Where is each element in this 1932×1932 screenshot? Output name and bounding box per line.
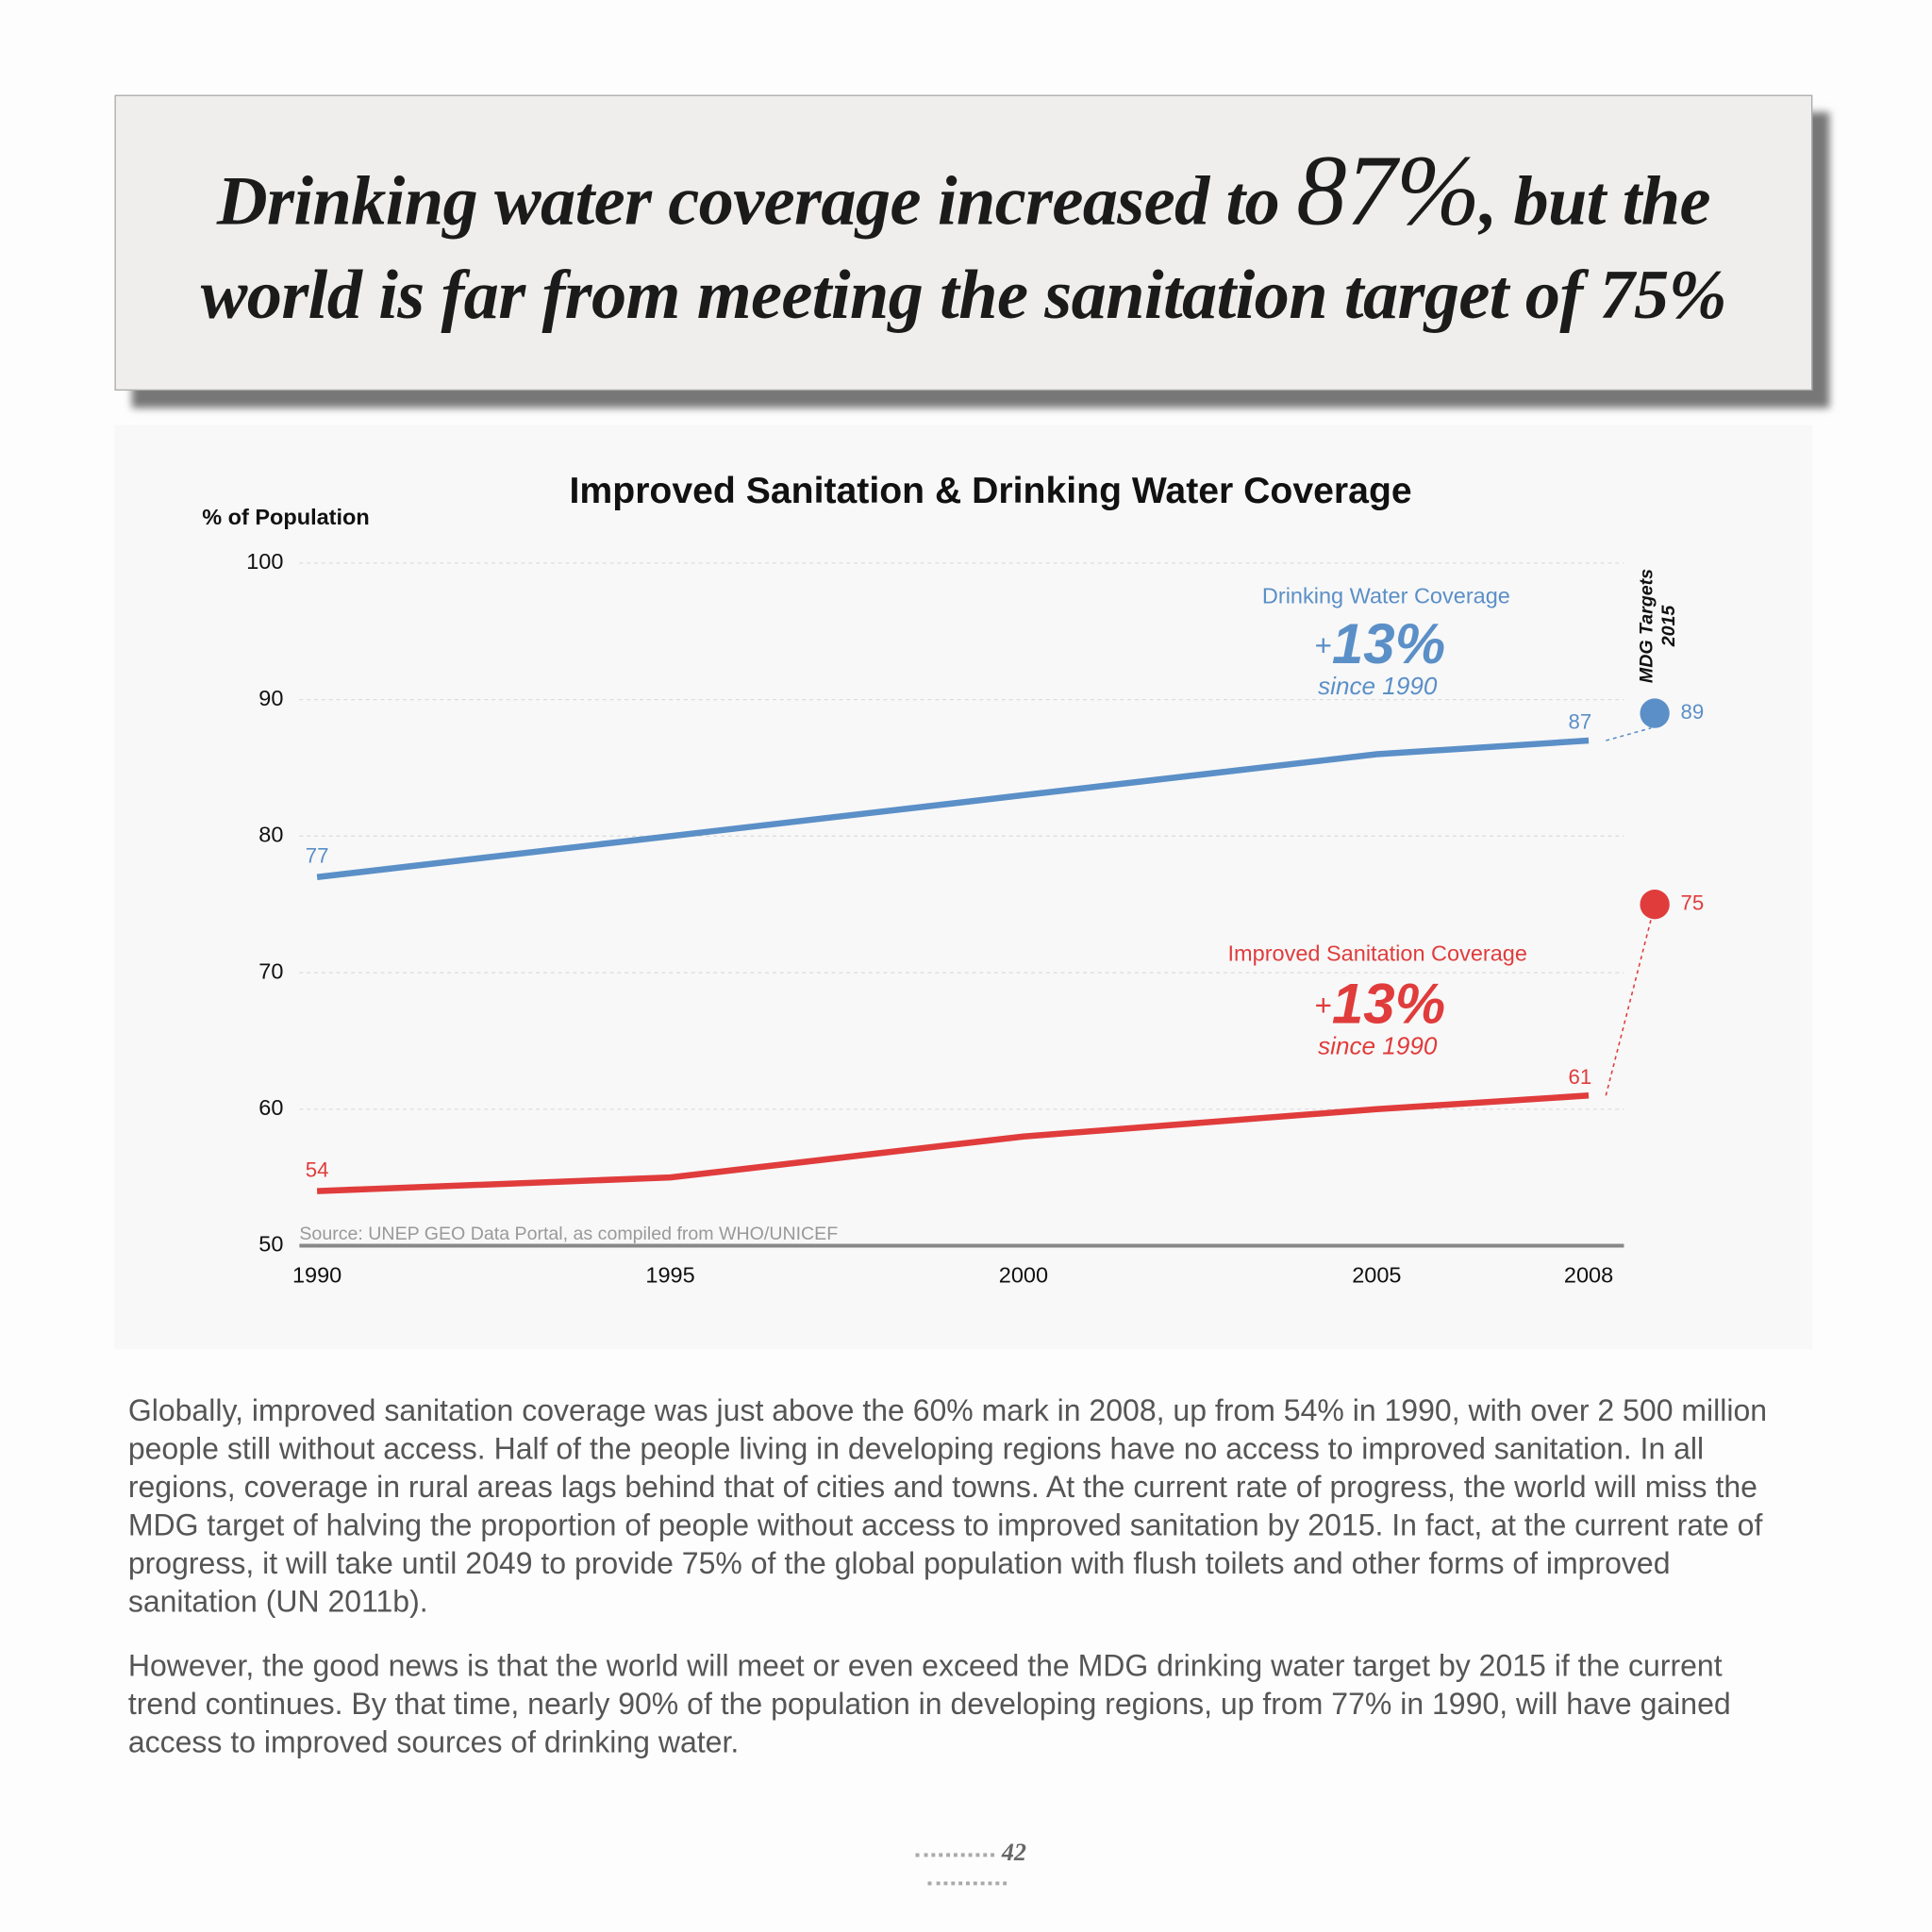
headline-box: Drinking water coverage increased to 87%… [114, 94, 1813, 391]
page-number: 42 [862, 1840, 1072, 1896]
target-label: 75 [1681, 891, 1705, 915]
target-connector [1605, 919, 1652, 1096]
data-label: 54 [306, 1158, 329, 1182]
data-line [316, 737, 1590, 880]
headline: Drinking water coverage increased to 87%… [188, 140, 1740, 341]
annotation-change: +13% [1315, 612, 1446, 675]
annotation-sign: + [1315, 629, 1332, 662]
target-marker [1640, 698, 1670, 728]
chart-title: Improved Sanitation & Drinking Water Cov… [570, 471, 1412, 511]
x-tick-label: 1990 [292, 1262, 341, 1287]
target-label: 89 [1681, 700, 1705, 724]
x-tick-label: 1995 [645, 1262, 694, 1287]
annotation-since: since 1990 [1318, 672, 1438, 700]
y-tick-label: 50 [258, 1232, 283, 1257]
y-tick-label: 90 [258, 686, 283, 710]
y-tick-label: 70 [258, 958, 283, 983]
data-label: 61 [1569, 1065, 1592, 1089]
headline-text: Drinking water coverage increased to [216, 161, 1280, 241]
page-number-text: 42 [1001, 1840, 1026, 1867]
annotation-sign: + [1315, 990, 1332, 1023]
targets-label-line: 2015 [1658, 605, 1679, 648]
paragraph: Globally, improved sanitation coverage w… [127, 1394, 1768, 1620]
annotation-since: since 1990 [1318, 1031, 1438, 1059]
annotation-name: Drinking Water Coverage [1262, 584, 1510, 608]
data-label: 77 [306, 844, 329, 868]
target-marker [1640, 890, 1670, 920]
annotation-value: 13% [1332, 972, 1445, 1035]
x-tick-label: 2000 [999, 1262, 1048, 1287]
y-tick-label: 100 [246, 549, 283, 574]
annotation-name: Improved Sanitation Coverage [1228, 941, 1527, 966]
y-tick-label: 80 [258, 823, 283, 847]
targets-label: MDG Targets 2015 [1636, 569, 1679, 683]
chart-background [114, 425, 1813, 1350]
annotation-change: +13% [1315, 972, 1446, 1035]
paragraph: However, the good news is that the world… [127, 1649, 1731, 1760]
target-connector [1606, 727, 1652, 741]
headline-highlight: 87% [1296, 133, 1480, 246]
x-tick-label: 2005 [1352, 1262, 1401, 1287]
y-tick-label: 60 [258, 1095, 283, 1120]
headline-text: , but the world is far from meeting the … [200, 161, 1727, 334]
data-label: 87 [1569, 710, 1592, 734]
y-axis-title: % of Population [202, 505, 370, 529]
annotation-value: 13% [1332, 612, 1445, 675]
x-tick-label: 2008 [1564, 1262, 1613, 1287]
source-note: Source: UNEP GEO Data Portal, as compile… [299, 1224, 838, 1244]
targets-label-line: MDG Targets [1636, 569, 1657, 683]
data-line [316, 1092, 1590, 1194]
